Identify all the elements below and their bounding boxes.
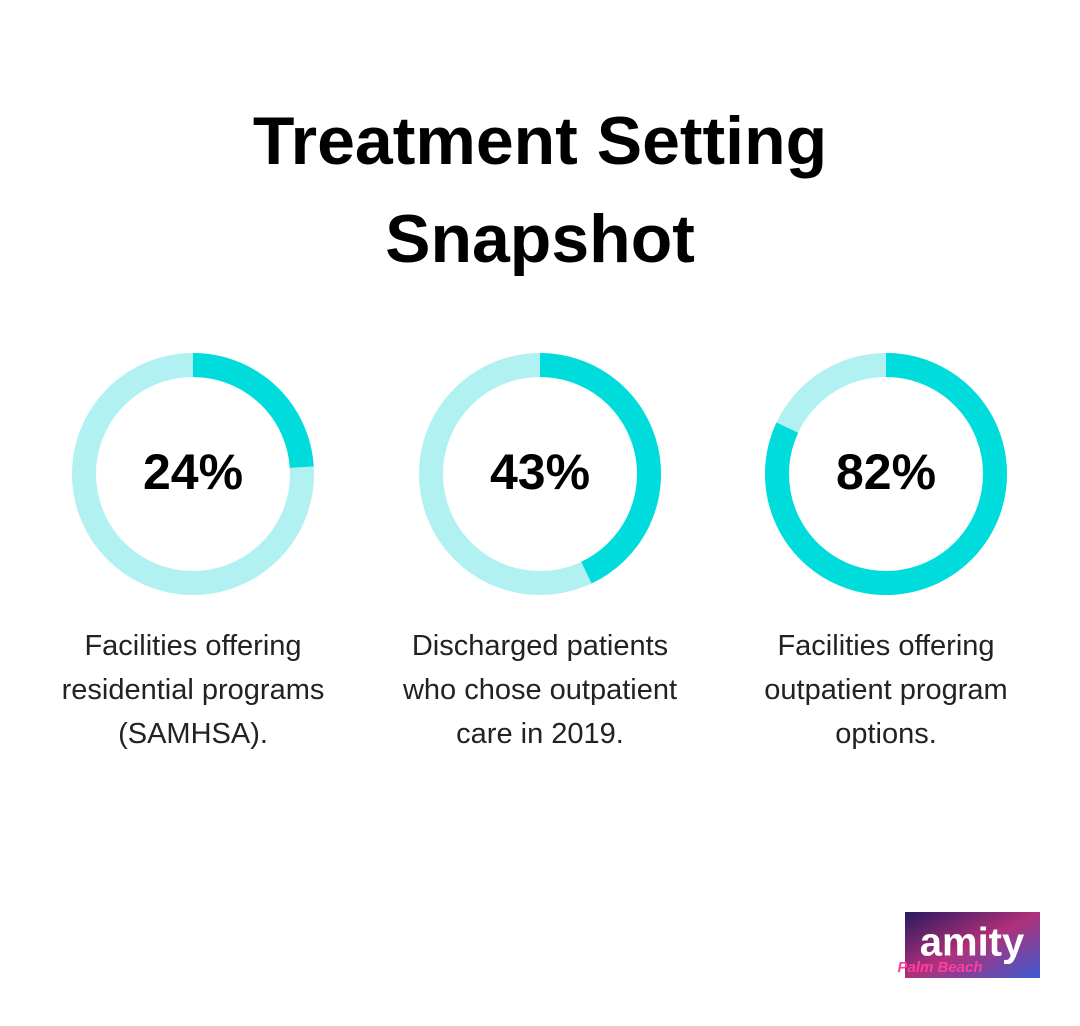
caption: Facilities offering outpatient program o…	[764, 630, 1008, 750]
percent-label: 24%	[143, 444, 243, 500]
title: Treatment Setting Snapshot	[252, 103, 828, 277]
logo-box	[905, 912, 1040, 978]
donut-arc	[539, 353, 661, 584]
caption: Facilities offering residential programs…	[61, 630, 325, 750]
logo-tagline: Palm Beach	[897, 959, 982, 976]
logo: amity Palm Beach	[897, 912, 1040, 978]
donut-arc	[192, 353, 314, 469]
logo-name: amity	[920, 921, 1025, 965]
percent-label: 82%	[836, 444, 936, 500]
percent-label: 43%	[490, 444, 590, 500]
donut-arc	[765, 353, 1007, 595]
caption: Discharged patients who chose outpatient…	[402, 630, 678, 750]
